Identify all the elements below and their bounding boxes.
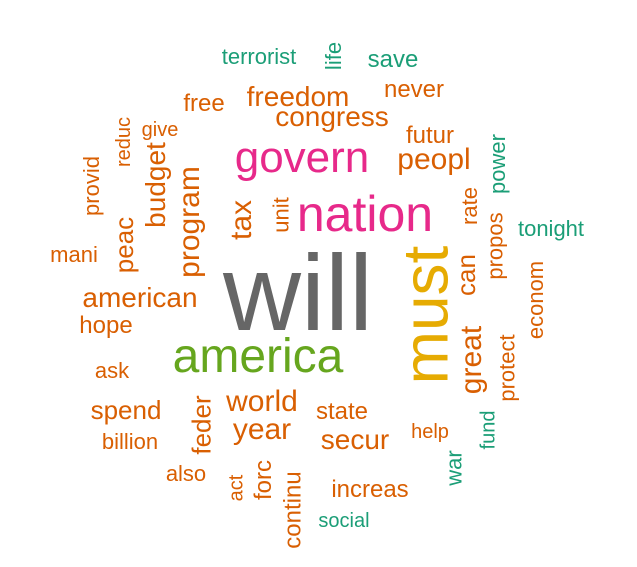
word-will: will	[223, 232, 373, 353]
word-peopl: peopl	[397, 143, 471, 176]
word-increas: increas	[331, 476, 409, 503]
word-fund: fund	[477, 410, 499, 450]
word-unit: unit	[268, 197, 294, 233]
word-futur: futur	[405, 122, 455, 149]
word-tonight: tonight	[517, 216, 585, 241]
word-budget: budget	[139, 142, 171, 228]
word-freedom: freedom	[246, 81, 350, 112]
word-terrorist: terrorist	[221, 44, 297, 69]
word-act: act	[225, 474, 247, 502]
word-must: must	[389, 245, 461, 385]
word-congress: congress	[275, 101, 389, 132]
word-war: war	[441, 450, 467, 486]
word-life: life	[321, 41, 346, 71]
word-peac: peac	[108, 216, 139, 274]
word-econom: econom	[523, 260, 548, 340]
word-continu: continu	[279, 471, 307, 549]
word-give: give	[141, 119, 179, 141]
word-provid: provid	[78, 156, 104, 216]
word-protect: protect	[494, 334, 520, 402]
word-program: program	[173, 166, 206, 278]
word-great: great	[454, 325, 488, 395]
word-free: free	[183, 90, 225, 117]
word-reduc: reduc	[113, 116, 135, 168]
word-never: never	[383, 76, 445, 103]
word-feder: feder	[186, 395, 217, 455]
word-year: year	[232, 413, 292, 446]
word-social: social	[318, 510, 370, 532]
word-billion: billion	[101, 429, 159, 454]
word-spend: spend	[90, 395, 162, 425]
word-save: save	[367, 46, 419, 73]
word-rate: rate	[456, 187, 482, 225]
word-america: america	[172, 330, 344, 383]
word-secur: secur	[320, 424, 390, 455]
word-ask: ask	[94, 358, 130, 383]
word-world: world	[226, 385, 298, 418]
word-power: power	[484, 134, 510, 194]
word-mani: mani	[50, 242, 98, 267]
word-american: american	[82, 282, 198, 313]
word-govern: govern	[234, 133, 370, 182]
word-can: can	[450, 254, 481, 296]
word-help: help	[411, 421, 449, 443]
word-also: also	[165, 461, 207, 486]
word-propos: propos	[483, 212, 508, 280]
word-state: state	[315, 398, 369, 425]
word-nation: nation	[296, 186, 434, 242]
word-hope: hope	[79, 312, 133, 339]
word-tax: tax	[225, 199, 258, 241]
word-forc: forc	[249, 459, 277, 501]
